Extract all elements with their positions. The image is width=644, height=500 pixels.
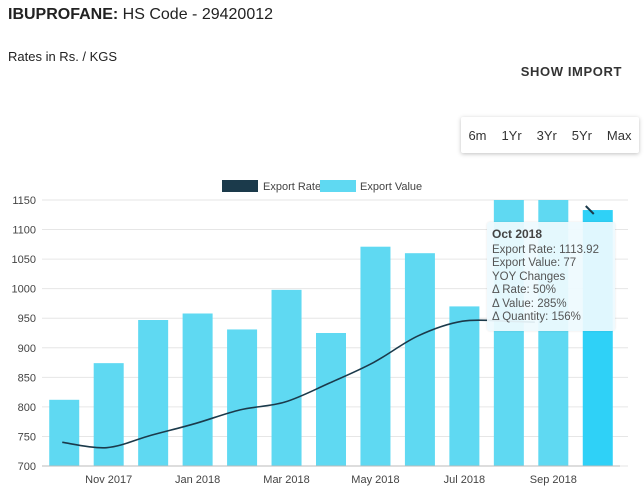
chart-legend: Export Rate Export Value bbox=[222, 180, 422, 193]
tooltip-export-value: Export Value: 77 bbox=[492, 257, 577, 269]
show-import-button[interactable]: SHOW IMPORT bbox=[520, 64, 622, 79]
bar-may-2018[interactable] bbox=[360, 246, 391, 466]
tooltip-export-rate: Export Rate: 1113.92 bbox=[492, 243, 599, 256]
tooltip-title: Oct 2018 bbox=[492, 227, 543, 241]
y-tick-label: 950 bbox=[18, 313, 36, 325]
bar-jan-2018[interactable] bbox=[182, 313, 213, 466]
bar-nov-2017[interactable] bbox=[93, 363, 124, 466]
product-name: IBUPROFANE: bbox=[8, 6, 119, 23]
chart-tooltip: Oct 2018 Export Rate: 1113.92 Export Val… bbox=[487, 222, 615, 331]
y-axis: 700 750 800 850 900 950 1000 1050 1100 1150 bbox=[12, 195, 36, 473]
legend-label-export-rate[interactable]: Export Rate bbox=[263, 181, 321, 193]
bar-oct-2017[interactable] bbox=[49, 399, 80, 466]
bar-feb-2018[interactable] bbox=[227, 329, 258, 466]
y-tick-label: 1150 bbox=[12, 195, 36, 207]
tooltip-pointer bbox=[585, 205, 595, 215]
page-title: IBUPROFANE: HS Code - 29420012 bbox=[8, 6, 273, 24]
units-label: Rates in Rs. / KGS bbox=[8, 49, 118, 64]
x-tick-label: Jul 2018 bbox=[444, 474, 486, 486]
time-range-selector: 6m 1Yr 3Yr 5Yr Max bbox=[461, 117, 639, 153]
legend-swatch-export-value[interactable] bbox=[320, 180, 356, 192]
range-max-button[interactable]: Max bbox=[606, 127, 632, 143]
range-5yr-button[interactable]: 5Yr bbox=[571, 127, 592, 143]
tooltip-delta-value: Δ Value: 285% bbox=[492, 297, 567, 310]
export-rate-line bbox=[62, 319, 535, 449]
y-tick-label: 750 bbox=[18, 431, 36, 443]
tooltip-delta-quantity: Δ Quantity: 156% bbox=[492, 311, 581, 323]
range-3yr-button[interactable]: 3Yr bbox=[536, 127, 557, 143]
legend-label-export-value[interactable]: Export Value bbox=[360, 181, 422, 193]
x-tick-label: Sep 2018 bbox=[530, 474, 577, 486]
hs-code: HS Code - 29420012 bbox=[118, 6, 274, 23]
export-chart: Export Rate Export Value 700 750 800 850 900… bbox=[12, 180, 628, 486]
legend-swatch-export-rate[interactable] bbox=[222, 180, 258, 192]
tooltip-delta-rate: Δ Rate: 50% bbox=[492, 284, 556, 296]
bar-apr-2018[interactable] bbox=[316, 333, 346, 466]
range-1yr-button[interactable]: 1Yr bbox=[501, 127, 522, 143]
x-tick-label: Nov 2017 bbox=[85, 474, 132, 486]
bar-mar-2018[interactable] bbox=[271, 289, 302, 466]
y-tick-label: 900 bbox=[18, 343, 36, 355]
tooltip-yoy-heading: YOY Changes bbox=[492, 270, 566, 283]
y-tick-label: 700 bbox=[18, 461, 36, 473]
y-tick-label: 1050 bbox=[12, 254, 36, 266]
x-tick-label: Mar 2018 bbox=[263, 474, 309, 486]
range-6m-button[interactable]: 6m bbox=[468, 127, 487, 143]
bar-dec-2017[interactable] bbox=[138, 319, 169, 466]
x-axis: Nov 2017 Jan 2018 Mar 2018 May 2018 Jul 2018… bbox=[42, 465, 620, 486]
bar-jun-2018[interactable] bbox=[404, 253, 435, 466]
y-tick-label: 1000 bbox=[12, 284, 36, 296]
y-tick-label: 850 bbox=[18, 372, 36, 384]
y-tick-label: 800 bbox=[18, 402, 36, 414]
bar-jul-2018[interactable] bbox=[449, 306, 480, 466]
y-tick-label: 1100 bbox=[12, 225, 36, 237]
x-tick-label: May 2018 bbox=[351, 474, 399, 486]
bar-series bbox=[49, 200, 613, 466]
x-tick-label: Jan 2018 bbox=[175, 474, 220, 486]
